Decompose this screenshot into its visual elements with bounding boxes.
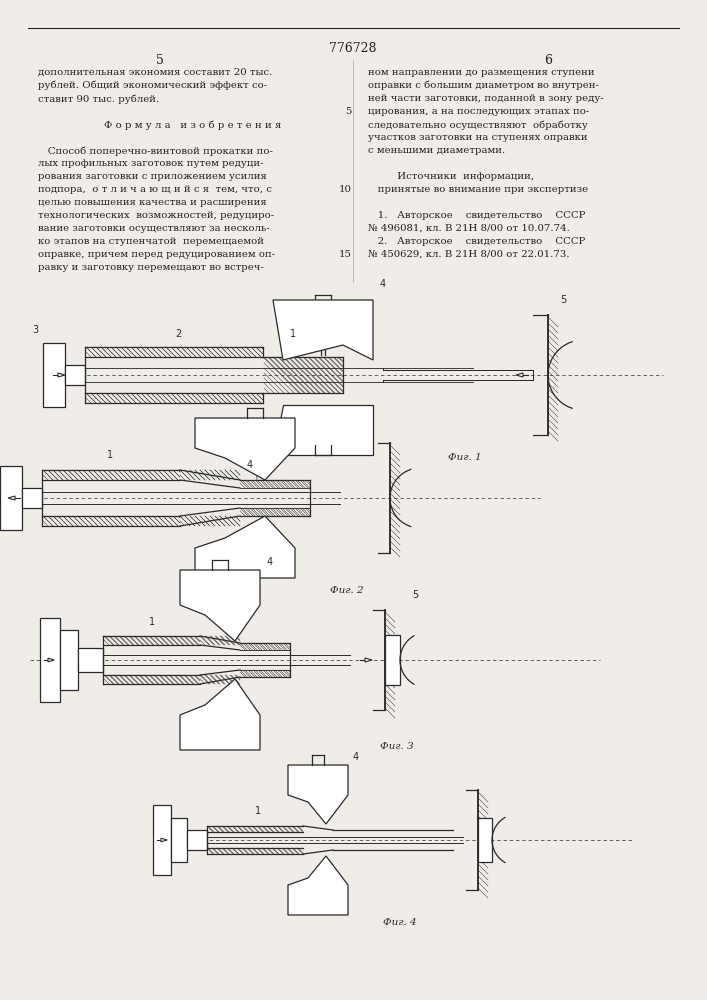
Polygon shape xyxy=(161,838,168,842)
Text: 776728: 776728 xyxy=(329,42,377,55)
Text: подпора,  о т л и ч а ю щ и й с я  тем, что, с: подпора, о т л и ч а ю щ и й с я тем, чт… xyxy=(38,185,272,194)
Polygon shape xyxy=(195,516,295,578)
Text: 1: 1 xyxy=(107,450,113,460)
Text: целью повышения качества и расширения: целью повышения качества и расширения xyxy=(38,198,267,207)
Text: 1: 1 xyxy=(290,329,296,339)
Text: оправки с большим диаметром во внутрен-: оправки с большим диаметром во внутрен- xyxy=(368,81,599,91)
Polygon shape xyxy=(365,658,372,662)
Text: 6: 6 xyxy=(544,54,552,67)
Text: № 496081, кл. В 21Н 8/00 от 10.07.74.: № 496081, кл. В 21Н 8/00 от 10.07.74. xyxy=(368,224,570,233)
Text: рублей. Общий экономический эффект со-: рублей. Общий экономический эффект со- xyxy=(38,81,267,91)
Text: ном направлении до размещения ступени: ном направлении до размещения ступени xyxy=(368,68,595,77)
Polygon shape xyxy=(273,300,373,360)
Text: № 450629, кл. В 21Н 8/00 от 22.01.73.: № 450629, кл. В 21Н 8/00 от 22.01.73. xyxy=(368,250,570,259)
Polygon shape xyxy=(8,496,15,500)
Text: ней части заготовки, поданной в зону реду-: ней части заготовки, поданной в зону ред… xyxy=(368,94,604,103)
Text: 5: 5 xyxy=(560,295,566,305)
Text: 1: 1 xyxy=(149,617,155,627)
Polygon shape xyxy=(48,658,54,662)
Text: с меньшими диаметрами.: с меньшими диаметрами. xyxy=(368,146,506,155)
Polygon shape xyxy=(180,679,260,750)
Bar xyxy=(43,343,65,407)
Text: 4: 4 xyxy=(380,279,386,289)
Text: 10: 10 xyxy=(339,185,352,194)
Text: цирования, а на последующих этапах по-: цирования, а на последующих этапах по- xyxy=(368,107,589,116)
Polygon shape xyxy=(58,373,65,377)
Polygon shape xyxy=(288,856,348,915)
Text: дополнительная экономия составит 20 тыс.: дополнительная экономия составит 20 тыс. xyxy=(38,68,272,77)
Bar xyxy=(22,488,42,508)
Bar xyxy=(65,365,85,385)
Text: равку и заготовку перемещают во встреч-: равку и заготовку перемещают во встреч- xyxy=(38,263,264,272)
Text: 5: 5 xyxy=(156,54,164,67)
Text: Фиг. 1: Фиг. 1 xyxy=(448,453,481,462)
Text: 2: 2 xyxy=(175,329,181,339)
Text: рования заготовки с приложением усилия: рования заготовки с приложением усилия xyxy=(38,172,267,181)
Text: 4: 4 xyxy=(247,460,253,470)
Bar xyxy=(78,648,103,672)
Text: 2.   Авторское    свидетельство    СССР: 2. Авторское свидетельство СССР xyxy=(368,237,585,246)
Bar xyxy=(187,830,207,850)
Polygon shape xyxy=(288,765,348,824)
Text: 1: 1 xyxy=(255,806,261,816)
Bar xyxy=(40,618,60,702)
Text: следовательно осуществляют  обработку: следовательно осуществляют обработку xyxy=(368,120,588,129)
Polygon shape xyxy=(180,570,260,641)
Text: ко этапов на ступенчатой  перемещаемой: ко этапов на ступенчатой перемещаемой xyxy=(38,237,264,246)
Bar xyxy=(0,466,22,530)
Text: Ф о р м у л а   и з о б р е т е н и я: Ф о р м у л а и з о б р е т е н и я xyxy=(105,120,281,129)
Text: лых профильных заготовок путем редуци-: лых профильных заготовок путем редуци- xyxy=(38,159,264,168)
Bar xyxy=(171,818,187,862)
Text: 4: 4 xyxy=(353,752,359,762)
Text: Фиг. 4: Фиг. 4 xyxy=(383,918,416,927)
Text: 15: 15 xyxy=(339,250,352,259)
Text: 3: 3 xyxy=(32,325,38,335)
Bar xyxy=(60,630,78,690)
Text: ставит 90 тыс. рублей.: ставит 90 тыс. рублей. xyxy=(38,94,159,104)
Bar xyxy=(478,818,492,862)
Text: участков заготовки на ступенях оправки: участков заготовки на ступенях оправки xyxy=(368,133,588,142)
Text: 5: 5 xyxy=(346,107,352,116)
Polygon shape xyxy=(516,373,523,377)
Text: Источники  информации,: Источники информации, xyxy=(368,172,534,181)
Text: вание заготовки осуществляют за несколь-: вание заготовки осуществляют за несколь- xyxy=(38,224,270,233)
Polygon shape xyxy=(273,405,373,455)
Text: оправке, причем перед редуцированием оп-: оправке, причем перед редуцированием оп- xyxy=(38,250,275,259)
Text: принятые во внимание при экспертизе: принятые во внимание при экспертизе xyxy=(368,185,588,194)
Polygon shape xyxy=(195,418,295,480)
Text: Фиг. 3: Фиг. 3 xyxy=(380,742,414,751)
Bar xyxy=(153,805,171,875)
Text: технологических  возможностей, редуциро-: технологических возможностей, редуциро- xyxy=(38,211,274,220)
Text: 5: 5 xyxy=(412,590,418,600)
Text: 4: 4 xyxy=(267,557,273,567)
Text: Способ поперечно-винтовой прокатки по-: Способ поперечно-винтовой прокатки по- xyxy=(38,146,273,155)
Bar xyxy=(385,635,400,685)
Text: 1.   Авторское    свидетельство    СССР: 1. Авторское свидетельство СССР xyxy=(368,211,585,220)
Text: Фиг. 2: Фиг. 2 xyxy=(330,586,363,595)
